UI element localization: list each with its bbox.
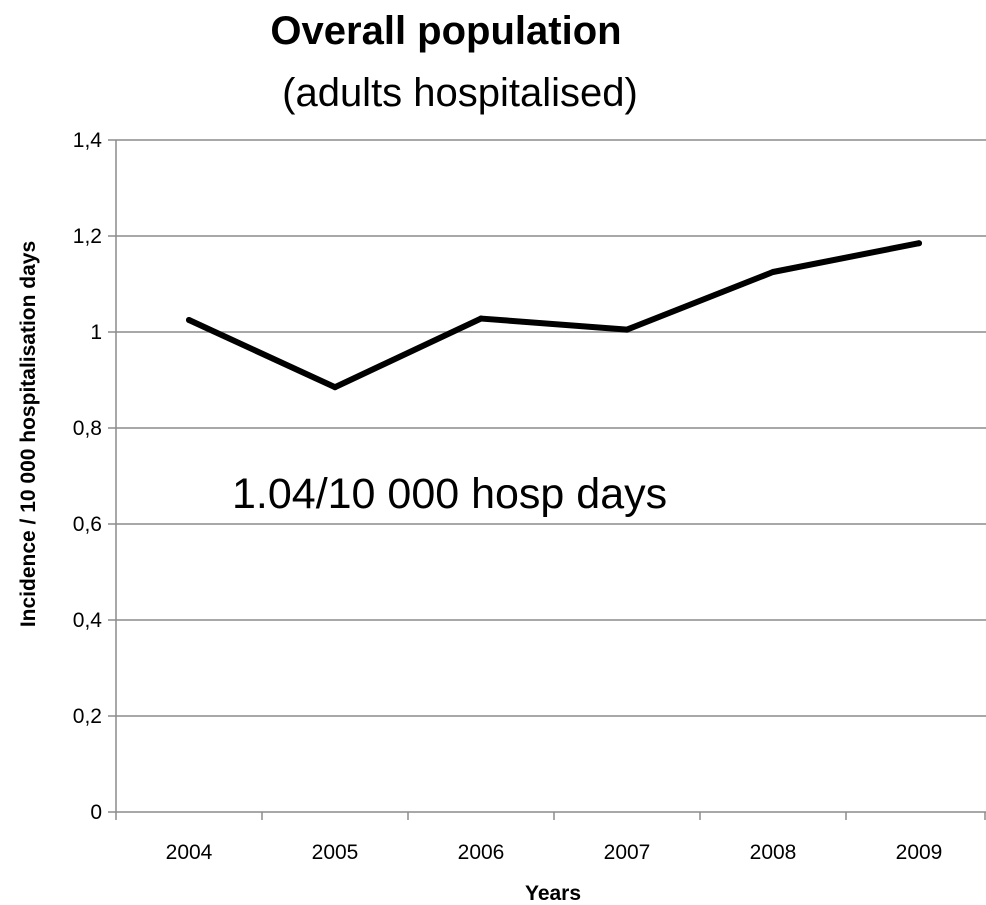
x-tick-label: 2009 — [896, 841, 943, 864]
y-tick-label: 0,2 — [73, 705, 102, 728]
y-tick-label: 0 — [90, 801, 102, 824]
x-tick-label: 2006 — [458, 841, 505, 864]
x-tick-label: 2008 — [750, 841, 797, 864]
y-axis-label: Incidence / 10 000 hospitalisation days — [17, 241, 40, 627]
gridlines — [116, 139, 986, 717]
x-tick-label: 2005 — [312, 841, 359, 864]
x-tick-label: 2007 — [604, 841, 651, 864]
y-tick-label: 0,4 — [73, 609, 103, 632]
y-tick-label: 1 — [90, 321, 102, 344]
y-tick-label: 1,2 — [73, 225, 102, 248]
x-tick-labels: 2004 2005 2006 2007 2008 2009 — [166, 841, 943, 864]
data-point — [770, 269, 776, 275]
y-tick-label: 1,4 — [73, 129, 103, 152]
x-tick-label: 2004 — [166, 841, 213, 864]
series-layer — [186, 240, 922, 391]
axes — [108, 139, 986, 820]
chart-subtitle: (adults hospitalised) — [282, 71, 638, 115]
series-line — [186, 240, 922, 391]
chart-title: Overall population — [270, 9, 621, 53]
data-point — [332, 384, 338, 391]
y-tick-label: 0,8 — [73, 417, 102, 440]
data-point — [186, 317, 192, 323]
y-tick-labels: 0 0,2 0,4 0,6 0,8 1 1,2 1,4 — [73, 129, 103, 824]
x-axis-label: Years — [525, 882, 581, 905]
data-point — [916, 240, 922, 247]
data-point — [624, 326, 630, 333]
y-tick-label: 0,6 — [73, 513, 102, 536]
incidence-annotation: 1.04/10 000 hosp days — [232, 470, 667, 518]
data-point — [478, 315, 484, 322]
